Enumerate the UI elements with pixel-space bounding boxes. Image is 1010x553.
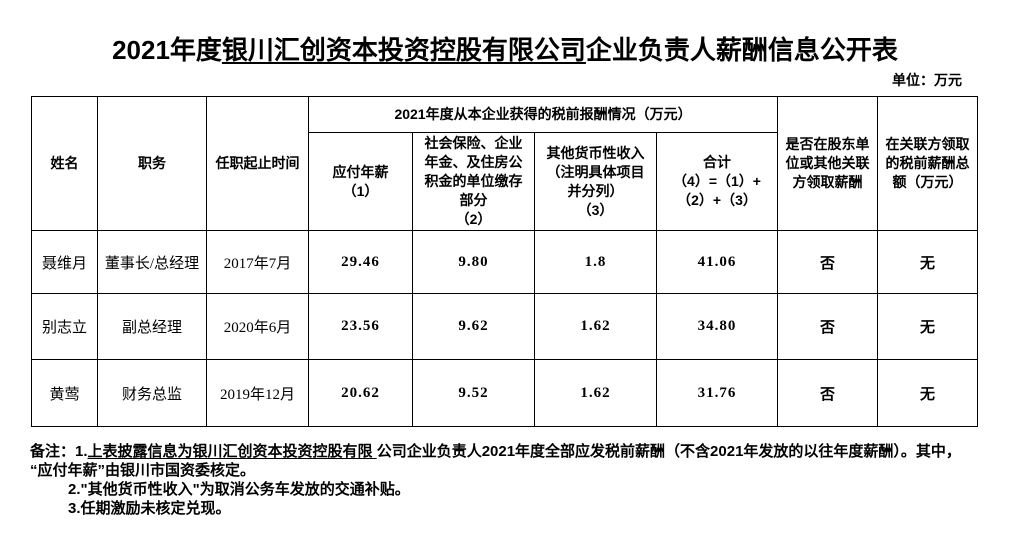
col-header-total: 合计 （4）=（1）+ （2）+（3） [655, 132, 779, 231]
header-row-2: 应付年薪 （1） 社会保险、企业 年金、及住房公 积金的单位缴存 部分 （2） … [32, 132, 978, 231]
cell-annual-salary: 29.46 [308, 230, 413, 294]
cell-social-insurance: 9.52 [412, 359, 535, 427]
cell-other-income: 1.62 [534, 293, 657, 360]
cell-annual-salary: 20.62 [308, 359, 413, 427]
unit-label: 单位：万元 [892, 74, 962, 89]
cell-shareholder-pay: 否 [777, 293, 879, 360]
cell-term: 2019年12月 [206, 359, 309, 427]
title-prefix: 2021年度 [112, 35, 222, 65]
table-row: 黄莺 财务总监 2019年12月 20.62 9.52 1.62 31.76 否… [31, 359, 979, 427]
note-2: 2."其他货币性收入"为取消公务车发放的交通补贴。 [68, 481, 410, 498]
cell-total: 34.80 [655, 293, 779, 360]
cell-other-income: 1.8 [534, 230, 657, 294]
col-header-name: 姓名 [31, 96, 98, 231]
cell-position: 副总经理 [97, 293, 207, 360]
note-3: 3.任期激励未核定兑现。 [68, 500, 231, 517]
col-header-term: 任职起止时间 [206, 96, 309, 231]
cell-total: 31.76 [655, 359, 779, 427]
table-row: 别志立 副总经理 2020年6月 23.56 9.62 1.62 34.80 否… [31, 293, 979, 360]
notes-block: 备注：1.上表披露信息为银川汇创资本投资控股有限 公司企业负责人2021年度全部… [30, 442, 988, 518]
title-suffix: 企业负责人薪酬信息公开表 [585, 35, 898, 65]
note-1-prefix: 备注：1. [30, 443, 88, 460]
cell-name: 黄莺 [31, 359, 98, 427]
salary-table: 姓名 职务 任职起止时间 2021年度从本企业获得的税前报酬情况（万元） 是否在… [31, 96, 979, 427]
cell-related-party-pay: 无 [877, 293, 979, 360]
cell-name: 别志立 [31, 293, 98, 360]
cell-shareholder-pay: 否 [777, 230, 879, 294]
note-1-line-2: “应付年薪”由银川市国资委核定。 [30, 462, 256, 479]
col-header-shareholder-pay: 是否在股东单 位或其他关联 方领取薪酬 [777, 96, 879, 231]
cell-total: 41.06 [655, 230, 779, 294]
cell-position: 董事长/总经理 [97, 230, 207, 294]
col-header-social-insurance: 社会保险、企业 年金、及住房公 积金的单位缴存 部分 （2） [412, 132, 535, 231]
cell-social-insurance: 9.62 [412, 293, 535, 360]
cell-term: 2020年6月 [206, 293, 309, 360]
header-row-1: 姓名 职务 任职起止时间 2021年度从本企业获得的税前报酬情况（万元） 是否在… [31, 96, 979, 231]
cell-shareholder-pay: 否 [777, 359, 879, 427]
cell-position: 财务总监 [97, 359, 207, 427]
col-header-annual-salary: 应付年薪 （1） [308, 132, 413, 231]
col-header-other-income: 其他货币性收入 （注明具体项目 并分列） （3） [534, 132, 657, 231]
page-title: 2021年度银川汇创资本投资控股有限公司企业负责人薪酬信息公开表 [0, 30, 1010, 67]
cell-name: 聂维月 [31, 230, 98, 294]
note-1-line-1: 备注：1.上表披露信息为银川汇创资本投资控股有限 公司企业负责人2021年度全部… [30, 442, 988, 461]
note-1-underlined: 上表披露信息为银川汇创资本投资控股有限 [87, 443, 377, 460]
col-header-related-party-pay: 在关联方领取 的税前薪酬总 额（万元） [877, 96, 979, 231]
cell-term: 2017年7月 [206, 230, 309, 294]
cell-related-party-pay: 无 [877, 359, 979, 427]
cell-annual-salary: 23.56 [308, 293, 413, 360]
col-header-compensation-group: 2021年度从本企业获得的税前报酬情况（万元） [307, 96, 779, 133]
table-row: 聂维月 董事长/总经理 2017年7月 29.46 9.80 1.8 41.06… [31, 230, 979, 294]
note-1-rest: 公司企业负责人2021年度全部应发税前薪酬（不含2021年发放的以往年度薪酬）。… [376, 443, 961, 460]
cell-related-party-pay: 无 [877, 230, 979, 294]
title-company-underlined: 银川汇创资本投资控股有限公司 [221, 35, 586, 65]
cell-social-insurance: 9.80 [412, 230, 535, 294]
cell-other-income: 1.62 [534, 359, 657, 427]
col-header-position: 职务 [97, 96, 207, 231]
